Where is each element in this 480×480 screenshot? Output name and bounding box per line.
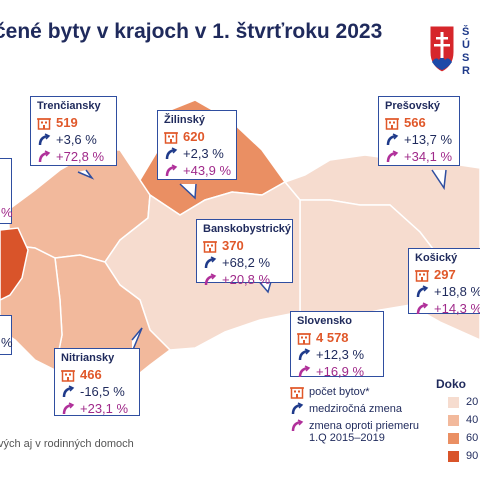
apartment-count: 4 578 [316,330,349,345]
building-icon [203,239,217,253]
apartment-count: 566 [404,115,426,130]
legend-count-label: počet bytov* [309,385,370,398]
region-name: Trenčiansky [37,100,101,112]
avg-change-icon [37,149,51,164]
yoy-change: +13,7 % [404,132,453,147]
yoy-change-icon [61,384,75,399]
building-icon [61,368,75,382]
legend-avg-note: 1.Q 2015–2019 [309,432,385,444]
apartment-count: 519 [56,115,78,130]
legend-avg-label: zmena oproti priemeru [309,419,420,432]
yoy-change-icon [385,132,399,147]
avg-change-icon [203,272,217,287]
region-box-partial-left-bottom [0,315,12,355]
region-box-presovsky: Prešovský 566 +13,7 % +34,1 % [378,96,460,166]
yoy-change: +18,8 % [434,284,480,299]
region-box-trenciansky: Trenčiansky 519 +3,6 % +72,8 % [30,96,117,166]
avg-change-icon [164,163,178,178]
footnote: vých aj v rodinných domoch [0,438,134,450]
region-box-slovensko: Slovensko 4 578 +12,3 % +16,9 % [290,311,384,379]
avg-change: +16,9 % [316,364,365,379]
building-icon [385,116,399,130]
region-box-banskobystricky: Banskobystrický 370 +68,2 % +20,8 % [196,219,293,287]
avg-change-icon [290,418,304,433]
callout-pointer-zilinsky [179,183,197,200]
region-bratislavsky [0,227,29,301]
avg-change: +34,1 % [404,149,453,164]
region-name: Nitriansky [61,352,115,364]
yoy-change-icon [297,347,311,362]
yoy-change: +3,6 % [56,132,97,147]
avg-change-icon [415,301,429,316]
region-box-nitriansky: Nitriansky 466 -16,5 % +23,1 % [54,348,140,416]
page-title: čené byty v krajoch v 1. štvrťroku 2023 [0,20,383,43]
yoy-change-icon [290,401,304,416]
avg-change: +23,1 % [80,401,129,416]
slovak-coat-of-arms-logo [429,25,455,73]
color-legend-item: 20 [448,396,478,408]
building-icon [164,130,178,144]
region-name: Banskobystrický [203,223,292,235]
yoy-change: +12,3 % [316,347,365,362]
symbol-legend: počet bytov* medziročná zmena zmena opro… [290,383,419,444]
yoy-change: +68,2 % [222,255,271,270]
region-box-partial-left [0,158,12,224]
region-name: Slovensko [297,315,353,327]
region-name: Košický [415,252,458,264]
avg-change-icon [297,364,311,379]
building-icon [297,331,311,345]
avg-change: +20,8 % [222,272,271,287]
partial-pct-bottom: % [1,335,13,350]
legend-yoy-label: medziročná zmena [309,402,402,415]
region-name: Prešovský [385,100,441,112]
yoy-change-icon [164,146,178,161]
callout-pointer-nitriansky [131,327,143,353]
yoy-change: -16,5 % [80,384,125,399]
color-legend-item: 90 [448,450,478,462]
region-box-zilinsky: Žilinský 620 +2,3 % +43,9 % [157,110,237,180]
building-icon [415,268,429,282]
color-legend-item: 40 [448,414,478,426]
callout-pointer-trenciansky [77,169,95,180]
yoy-change: +2,3 % [183,146,224,161]
apartment-count: 620 [183,129,205,144]
avg-change-icon [61,401,75,416]
yoy-change-icon [37,132,51,147]
avg-change: +43,9 % [183,163,232,178]
apartment-count: 466 [80,367,102,382]
region-name: Žilinský [164,114,205,126]
avg-change-icon [385,149,399,164]
apartment-count: 297 [434,267,456,282]
callout-pointer-presovsky [431,169,447,191]
color-legend-title: Doko [436,377,466,391]
building-icon [290,385,304,399]
yoy-change-icon [203,255,217,270]
yoy-change-icon [415,284,429,299]
avg-change: +14,3 % [434,301,480,316]
apartment-count: 370 [222,238,244,253]
institution-name: Š Ú S R [462,26,470,77]
color-legend-item: 60 [448,432,478,444]
partial-pct-top: % [1,205,13,220]
building-icon [37,116,51,130]
region-box-kosicky: Košický 297 +18,8 % +14,3 % [408,248,480,316]
avg-change: +72,8 % [56,149,105,164]
